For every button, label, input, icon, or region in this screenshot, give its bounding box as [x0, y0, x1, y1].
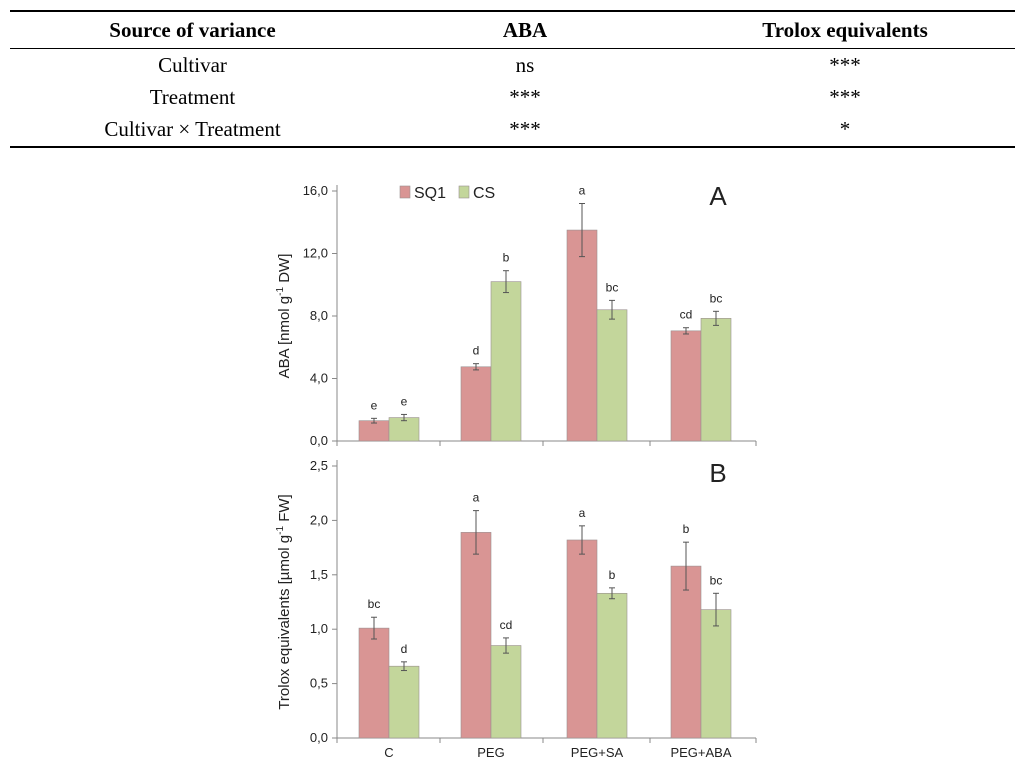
table-cell: ns [515, 53, 535, 77]
y-tick-label: 0,0 [310, 730, 328, 745]
y-tick-label: 2,5 [310, 458, 328, 473]
header-source-of-variance: Source of variance [10, 10, 375, 49]
bar-sq1 [460, 366, 492, 442]
y-tick-label: 0,0 [310, 433, 328, 448]
y-tick-label: 4,0 [310, 371, 328, 386]
bar-cs [490, 645, 522, 739]
bar-cs [596, 592, 628, 739]
header-aba: ABA [375, 10, 675, 49]
significance-letter: b [609, 568, 616, 582]
y-tick-label: 16,0 [303, 183, 328, 198]
table-cell: *** [509, 85, 541, 109]
significance-letter: d [401, 642, 408, 656]
significance-letter: bc [606, 280, 619, 294]
header-trolox: Trolox equivalents [675, 10, 1015, 49]
y-tick-label: 8,0 [310, 308, 328, 323]
y-tick-label: 1,0 [310, 621, 328, 636]
table-cell: *** [829, 53, 861, 77]
table-cell: Cultivar × Treatment [10, 113, 375, 148]
significance-letter: b [683, 522, 690, 536]
bar-sq1 [566, 539, 598, 739]
table-cell: *** [829, 85, 861, 109]
table-row: Cultivar × Treatment *** * [10, 113, 1015, 148]
significance-letter: e [371, 398, 378, 412]
bar-sq1 [670, 565, 702, 739]
x-tick-label: PEG+ABA [670, 745, 731, 760]
y-tick-label: 12,0 [303, 246, 328, 261]
panel-label: B [709, 458, 726, 488]
significance-letter: bc [710, 573, 723, 587]
table-cell: Cultivar [158, 53, 227, 77]
y-tick-label: 2,0 [310, 512, 328, 527]
y-tick-label: 0,5 [310, 676, 328, 691]
table-header-row: Source of variance ABA Trolox equivalent… [10, 10, 1015, 49]
table-cell: Treatment [149, 85, 236, 109]
anova-table: Source of variance ABA Trolox equivalent… [10, 10, 1015, 148]
panel-label: A [709, 181, 727, 211]
bar-sq1 [460, 532, 492, 739]
x-tick-label: C [384, 745, 393, 760]
bar-sq1 [358, 420, 390, 442]
table-row: Treatment *** *** [10, 81, 1015, 113]
significance-letter: b [503, 251, 510, 265]
significance-letter: bc [368, 597, 381, 611]
significance-letter: bc [710, 291, 723, 305]
significance-letter: a [473, 491, 480, 505]
x-tick-label: PEG [477, 745, 504, 760]
significance-letter: e [401, 394, 408, 408]
x-tick-label: PEG+SA [571, 745, 624, 760]
bar-cs [596, 309, 628, 442]
significance-letter: a [579, 184, 586, 198]
legend-label-sq1: SQ1 [414, 185, 446, 202]
bar-cs [388, 665, 420, 739]
legend-label-cs: CS [473, 185, 495, 202]
y-axis-label: ABA [nmol g-1 DW] [275, 254, 293, 379]
bar-sq1 [358, 627, 390, 739]
legend-swatch-cs [458, 185, 470, 199]
bar-cs [700, 318, 732, 442]
y-axis-label: Trolox equivalents [µmol g-1 FW] [275, 494, 293, 709]
significance-letter: d [473, 344, 480, 358]
y-tick-label: 1,5 [310, 567, 328, 582]
bar-sq1 [566, 229, 598, 442]
legend-swatch-sq1 [399, 185, 411, 199]
bar-cs [490, 281, 522, 442]
significance-letter: cd [500, 618, 513, 632]
bar-cs [700, 609, 732, 739]
significance-letter: cd [680, 308, 693, 322]
bar-sq1 [670, 330, 702, 442]
table-row: Cultivar ns *** [10, 49, 1015, 82]
significance-letter: a [579, 506, 586, 520]
table-cell: * [675, 113, 1015, 148]
table-cell: *** [375, 113, 675, 148]
